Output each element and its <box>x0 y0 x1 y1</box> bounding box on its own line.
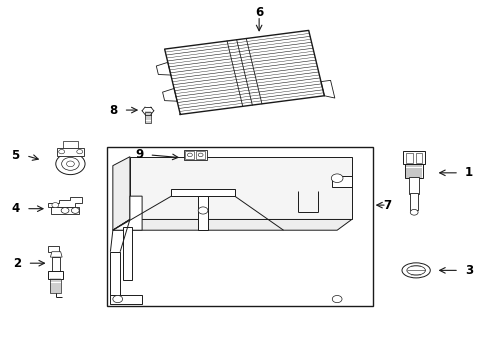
Polygon shape <box>113 157 130 230</box>
Bar <box>415 153 422 163</box>
Circle shape <box>113 296 122 303</box>
Polygon shape <box>130 157 351 220</box>
Bar <box>408 177 418 194</box>
Bar <box>183 149 206 160</box>
Ellipse shape <box>401 263 429 278</box>
Ellipse shape <box>406 266 425 275</box>
Text: 1: 1 <box>464 166 472 179</box>
Bar <box>409 193 417 211</box>
Polygon shape <box>198 196 207 230</box>
Circle shape <box>331 296 341 303</box>
Circle shape <box>59 149 64 154</box>
Polygon shape <box>110 296 142 304</box>
Text: 4: 4 <box>11 202 20 215</box>
Bar <box>52 257 60 272</box>
Text: 9: 9 <box>135 148 143 161</box>
Bar <box>405 164 422 178</box>
Circle shape <box>52 203 59 208</box>
Text: 5: 5 <box>11 149 20 162</box>
Bar <box>48 246 59 252</box>
Bar <box>405 153 412 163</box>
Circle shape <box>198 207 207 214</box>
Circle shape <box>71 208 79 213</box>
Circle shape <box>187 153 192 157</box>
Bar <box>51 207 79 214</box>
Circle shape <box>77 149 82 154</box>
Text: 6: 6 <box>254 6 263 19</box>
Text: 8: 8 <box>109 104 118 117</box>
Bar <box>57 148 84 156</box>
Polygon shape <box>113 220 351 230</box>
Circle shape <box>61 208 69 213</box>
Bar <box>403 151 424 164</box>
Polygon shape <box>122 226 132 280</box>
Circle shape <box>330 174 342 183</box>
Bar <box>50 279 61 293</box>
Bar <box>196 151 204 159</box>
Polygon shape <box>50 252 62 257</box>
Bar <box>48 271 63 279</box>
Polygon shape <box>110 252 120 296</box>
Circle shape <box>61 157 79 170</box>
Polygon shape <box>48 197 81 207</box>
Bar <box>107 147 372 306</box>
Circle shape <box>198 153 203 157</box>
Circle shape <box>409 210 417 215</box>
Polygon shape <box>113 196 142 230</box>
Circle shape <box>66 161 74 167</box>
Text: 3: 3 <box>464 264 472 277</box>
Circle shape <box>56 153 85 175</box>
Text: 2: 2 <box>13 257 21 270</box>
Polygon shape <box>331 176 351 187</box>
Bar <box>144 112 151 123</box>
Polygon shape <box>171 189 234 196</box>
Text: 7: 7 <box>382 199 390 212</box>
Bar <box>63 140 78 148</box>
Bar <box>185 151 194 159</box>
